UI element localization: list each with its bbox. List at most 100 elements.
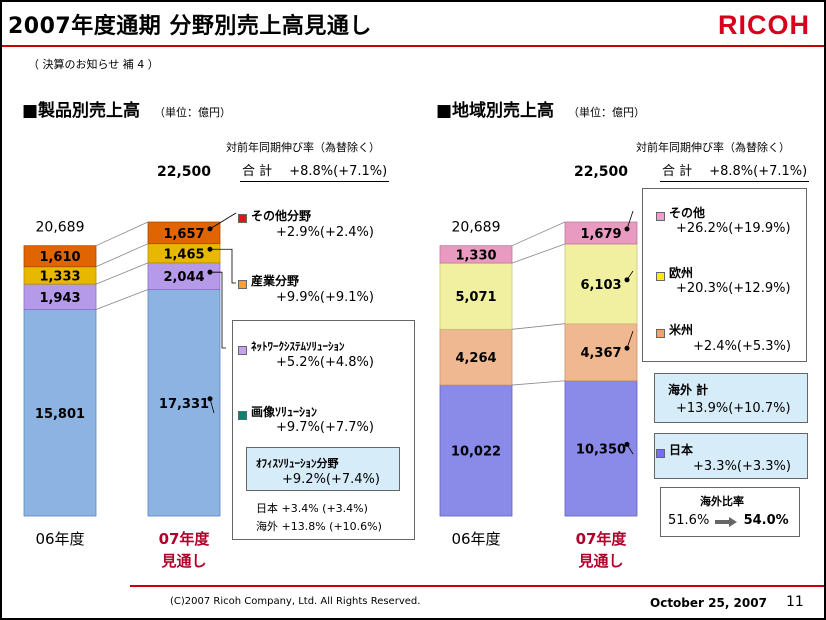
bar-0-0-3 (23, 245, 97, 268)
bar-1-0-0 (439, 384, 513, 517)
page-number: 11 (786, 594, 804, 610)
overseas-ratio-box (660, 487, 800, 537)
bar-1-1-2 (564, 243, 638, 325)
category-label-06: 06年度 (35, 530, 84, 548)
bar-value-label: 1,465 (163, 247, 204, 262)
bar-value-label: 10,022 (451, 445, 501, 460)
category-label-06: 06年度 (451, 530, 500, 548)
legend-rate-region-other: +26.2%(+19.9%) (676, 221, 791, 236)
category-label-07-sub: 見通し (160, 552, 206, 570)
bar-value-label: 6,103 (580, 278, 621, 293)
bar-0-1-3 (147, 221, 221, 245)
title-underline (2, 45, 824, 47)
bar-value-label: 5,071 (455, 290, 496, 305)
legend-label-americas: 米州 (669, 323, 694, 337)
bar-value-label: 1,679 (580, 227, 621, 242)
bar-value-label: 15,801 (35, 407, 85, 422)
legend-rate-europe: +20.3%(+12.9%) (676, 281, 791, 296)
left-unit: （単位：億円） (153, 106, 231, 119)
leader-line (626, 330, 634, 349)
right-section-title: ■地域別売上高 （単位：億円） (436, 96, 645, 121)
legend-rate-industrial: +9.9%(+9.1%) (276, 290, 374, 305)
connector-line (95, 289, 149, 310)
bar-value-label: 1,657 (163, 227, 204, 242)
legend-rate-imaging: +9.7%(+7.7%) (276, 420, 374, 435)
right-unit: （単位：億円） (567, 106, 645, 119)
leader-line (626, 444, 634, 455)
bar-0-0-1 (23, 283, 97, 310)
bar-value-label: 17,331 (159, 397, 209, 412)
category-label-07: 07年度 (159, 530, 211, 548)
connector-line (511, 380, 566, 386)
connector-line (511, 243, 566, 264)
legend-swatch-americas (656, 329, 665, 338)
legend-swatch-imaging (238, 411, 247, 420)
leader-line (209, 212, 237, 230)
legend-label-industrial: 産業分野 (251, 274, 300, 288)
office-overseas-rate: 海外 +13.8% (+10.6%) (256, 520, 382, 533)
category-label-07: 07年度 (576, 530, 628, 548)
bar-value-label: 4,264 (455, 351, 496, 366)
overseas-ratio-from: 51.6% (668, 513, 710, 528)
legend-swatch-japan (656, 449, 665, 458)
bar-0-0-0 (23, 309, 97, 517)
connector-line (95, 221, 149, 247)
bar-1-1-0 (564, 380, 638, 517)
leader-line (210, 271, 226, 349)
footer-line (130, 585, 824, 587)
bar-value-label: 1,943 (39, 291, 80, 306)
overseas-ratio-values: 51.6% 54.0% (668, 513, 789, 528)
connector-line (511, 323, 566, 330)
legend-label-region-other: その他 (669, 206, 706, 220)
total-07: 22,500 (157, 164, 211, 180)
leader-line (209, 398, 215, 414)
footer-copyright: (C)2007 Ricoh Company, Ltd. All Rights R… (170, 596, 421, 607)
connector-line (95, 262, 149, 285)
legend-swatch-industrial (238, 280, 247, 289)
arrow-right-icon (715, 516, 738, 527)
overseas-total-rate: +13.9%(+10.7%) (676, 401, 791, 416)
overseas-group-box (642, 188, 807, 362)
total-06: 20,689 (36, 220, 85, 236)
bar-value-label: 1,610 (39, 250, 80, 265)
right-total-label: 合 計 (662, 164, 693, 179)
office-solutions-box (246, 447, 400, 491)
bar-value-label: 4,367 (580, 346, 621, 361)
category-label-07-sub: 見通し (577, 552, 623, 570)
legend-rate-americas: +2.4%(+5.3%) (693, 339, 791, 354)
bar-1-1-3 (564, 221, 638, 245)
leader-line (626, 210, 634, 230)
right-total-row: 合 計 +8.8%(+7.1%) (660, 160, 810, 182)
legend-label-other-fields: その他分野 (251, 209, 312, 223)
right-growth-header: 対前年同期伸び率（為替除く） (636, 141, 790, 154)
total-07: 22,500 (574, 164, 628, 180)
left-title-text: ■製品別売上高 (22, 101, 141, 121)
overseas-total-label: 海外 計 (668, 383, 709, 397)
right-title-text: ■地域別売上高 (436, 101, 555, 121)
left-section-title: ■製品別売上高 （単位：億円） (22, 96, 231, 121)
network-image-group-box (232, 320, 415, 540)
legend-swatch-network (238, 346, 247, 355)
office-japan-rate: 日本 +3.4% (+3.4%) (256, 502, 368, 515)
footer-date: October 25, 2007 (650, 596, 767, 610)
leader-line (210, 248, 236, 284)
office-solutions-rate: +9.2%(+7.4%) (282, 472, 380, 487)
japan-box (654, 433, 808, 479)
subtitle: （ 決算のお知らせ 補 4 ） (28, 58, 159, 71)
connector-line (511, 221, 566, 247)
bar-1-0-3 (439, 245, 513, 264)
legend-rate-japan: +3.3%(+3.3%) (693, 459, 791, 474)
connector-line (95, 243, 149, 268)
page-title: 2007年度通期 分野別売上高見通し (8, 14, 372, 39)
legend-swatch-region-other (656, 212, 665, 221)
legend-label-japan: 日本 (669, 443, 694, 457)
bar-value-label: 1,330 (455, 248, 496, 263)
right-total-rate: +8.8%(+7.1%) (709, 164, 808, 179)
legend-label-network: ﾈｯﾄﾜｰｸｼｽﾃﾑｿﾘｭｰｼｮﾝ (251, 340, 345, 353)
overseas-ratio-label: 海外比率 (700, 495, 744, 508)
ricoh-logo: RICOH (718, 10, 810, 40)
legend-rate-other-fields: +2.9%(+2.4%) (276, 225, 374, 240)
legend-swatch-europe (656, 272, 665, 281)
bar-value-label: 10,350 (576, 442, 626, 457)
